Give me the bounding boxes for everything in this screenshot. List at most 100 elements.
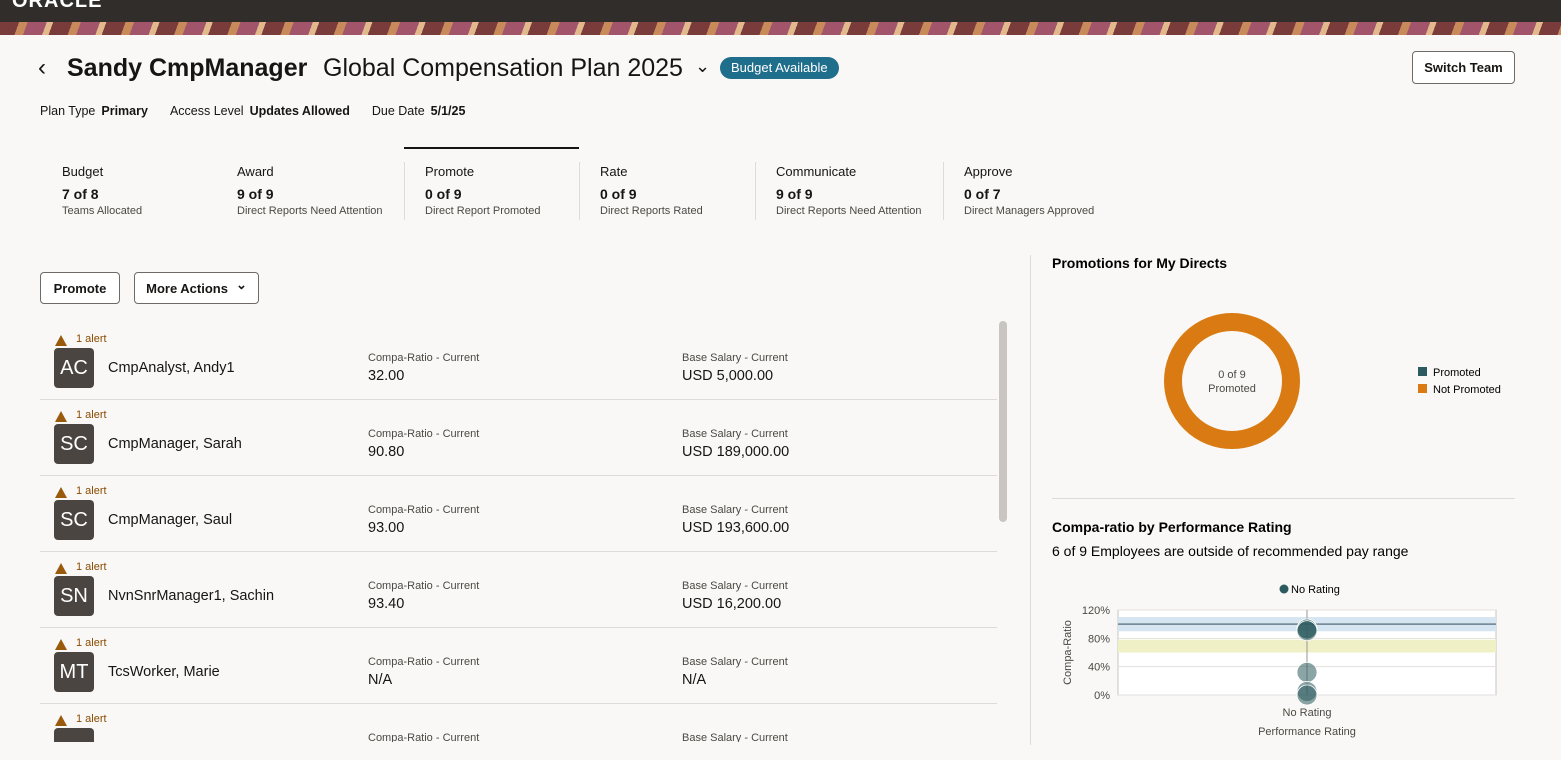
employee-list: 1 alert AC CmpAnalyst, Andy1 Compa-Ratio - … <box>40 321 997 742</box>
point <box>1296 661 1318 683</box>
alert[interactable]: 1 alert <box>76 333 107 345</box>
tab-separator <box>579 162 580 220</box>
row-divider <box>40 399 997 400</box>
meta-value: Primary <box>101 104 148 118</box>
tab-count[interactable]: 0 of 9 <box>425 186 462 202</box>
top-bar <box>0 0 1561 22</box>
meta-value: Updates Allowed <box>249 104 350 118</box>
tab-count[interactable]: 0 of 9 <box>600 186 637 202</box>
salary-label: Base Salary - Current <box>682 656 788 668</box>
tab-count[interactable]: 7 of 8 <box>62 186 99 202</box>
employee-name[interactable]: NvnSnrManager1, Sachin <box>108 588 275 604</box>
brand[interactable]: ORACLE <box>12 0 103 12</box>
salary: N/A <box>682 672 707 688</box>
tab-desc[interactable]: Direct Reports Need Attention <box>237 205 383 217</box>
employee-name[interactable]: CmpManager, Sarah <box>108 436 242 452</box>
avatar: SC <box>54 424 94 464</box>
tab-desc[interactable]: Teams Allocated <box>62 205 143 217</box>
alert-icon <box>55 715 67 726</box>
alert[interactable]: 1 alert <box>76 713 107 725</box>
tab-desc[interactable]: Direct Report Promoted <box>425 205 541 217</box>
alert[interactable]: 1 alert <box>76 485 107 497</box>
tab-name[interactable]: Communicate <box>776 164 857 179</box>
plan-chevron[interactable]: ⌄ <box>695 56 711 76</box>
ratio: N/A <box>368 672 393 688</box>
tab-name[interactable]: Promote <box>425 164 475 179</box>
back[interactable]: ‹ <box>38 54 46 81</box>
alert-icon <box>55 411 67 422</box>
legend-swatch <box>1418 367 1427 376</box>
ratio: 93.00 <box>368 520 405 536</box>
ratio-label: Compa-Ratio - Current <box>368 504 480 516</box>
meta-label: Plan Type <box>40 104 96 118</box>
alert-icon <box>55 639 67 650</box>
tab-name[interactable]: Rate <box>600 164 628 179</box>
promote-button[interactable]: Promote <box>40 272 120 304</box>
x-axis-label: Performance Rating <box>1258 726 1356 738</box>
avatar <box>54 728 94 742</box>
more-actions-button[interactable]: More Actions ⌄ <box>134 272 259 304</box>
label: More Actions <box>146 280 228 296</box>
compa-chart: Compa-ratio by Performance Rating 6 of 9 … <box>1052 519 1497 738</box>
tab-desc[interactable]: Direct Managers Approved <box>964 205 1095 217</box>
salary: USD 5,000.00 <box>682 368 774 384</box>
tab-desc[interactable]: Direct Reports Rated <box>600 205 703 217</box>
row-divider <box>40 627 997 628</box>
meta-label: Due Date <box>371 104 425 118</box>
x-tick-label: No Rating <box>1283 707 1332 719</box>
alert[interactable]: 1 alert <box>76 409 107 421</box>
chart-title: Promotions for My Directs <box>1052 255 1227 271</box>
ratio-label: Compa-Ratio - Current <box>368 428 480 440</box>
promotions-chart: Promotions for My Directs Promoted Not Pro… <box>1052 255 1501 449</box>
salary: USD 16,200.00 <box>682 596 782 612</box>
tab-count[interactable]: 0 of 7 <box>964 186 1001 202</box>
legend-dot <box>1279 584 1289 594</box>
tab-separator <box>404 162 405 220</box>
legend-swatch <box>1418 384 1427 393</box>
point <box>1296 620 1318 642</box>
salary-label: Base Salary - Current <box>682 428 788 440</box>
tab-name[interactable]: Budget <box>62 164 104 179</box>
alert[interactable]: 1 alert <box>76 561 107 573</box>
tab-name[interactable]: Award <box>237 164 274 179</box>
employee-name[interactable]: CmpManager, Saul <box>108 512 233 528</box>
row-divider <box>40 703 997 704</box>
salary: USD 193,600.00 <box>682 520 790 536</box>
tab-count[interactable]: 9 of 9 <box>776 186 813 202</box>
ratio: 93.40 <box>368 596 405 612</box>
salary-label: Base Salary - Current <box>682 352 788 364</box>
y-tick-label: 0% <box>1094 690 1110 702</box>
salary-label: Base Salary - Current <box>682 732 788 742</box>
switch-button[interactable]: Switch Team <box>1412 51 1515 84</box>
employee-name[interactable]: CmpAnalyst, Andy1 <box>108 360 235 376</box>
donut-segment <box>1164 313 1300 449</box>
salary: USD 189,000.00 <box>682 444 790 460</box>
tab-desc[interactable]: Direct Reports Need Attention <box>776 205 922 217</box>
tab-count[interactable]: 9 of 9 <box>237 186 274 202</box>
y-tick-label: 80% <box>1088 633 1110 645</box>
chart-title: Compa-ratio by Performance Rating <box>1052 519 1292 535</box>
chart-subtitle: 6 of 9 Employees are outside of recommen… <box>1052 543 1409 559</box>
scrollbar[interactable] <box>999 321 1007 522</box>
alert[interactable]: 1 alert <box>76 637 107 649</box>
title: Sandy CmpManager <box>67 54 308 82</box>
point <box>1296 684 1318 706</box>
tab-name[interactable]: Approve <box>964 164 1013 179</box>
ratio: 32.00 <box>368 368 405 384</box>
meta-label: Access Level <box>169 104 244 118</box>
row-divider <box>40 475 997 476</box>
y-axis-label: Compa-Ratio <box>1062 620 1074 685</box>
avatar: MT <box>54 652 94 692</box>
ratio-label: Compa-Ratio - Current <box>368 656 480 668</box>
legend-label: Promoted <box>1433 367 1481 379</box>
tab-selected <box>404 147 579 149</box>
ratio: 90.80 <box>368 444 405 460</box>
legend-label: No Rating <box>1291 584 1340 596</box>
divider <box>1052 498 1515 499</box>
tab-separator <box>755 162 756 220</box>
plan[interactable]: Global Compensation Plan 2025 <box>323 54 683 82</box>
employee-name[interactable]: TcsWorker, Marie <box>108 664 220 680</box>
banner <box>0 22 1561 35</box>
legend-label: Not Promoted <box>1433 384 1501 396</box>
